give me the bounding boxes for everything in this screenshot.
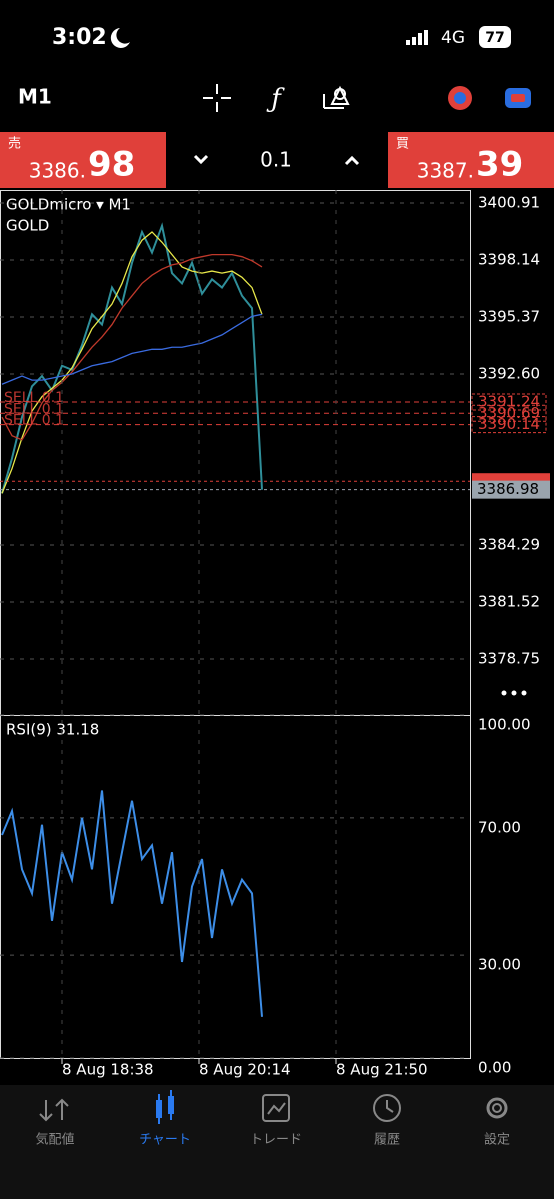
order-price: 3391.24 [478,392,540,410]
order-price-box [471,404,547,422]
buy-price-big: 39 [476,145,523,185]
buy-price: 3387. [417,159,474,183]
y-tick-label: 3398.14 [478,250,540,268]
series-line [1,222,263,494]
buy-label: 買 [396,137,409,152]
moon-icon [110,28,130,48]
y-tick-label: 3381.52 [478,593,540,611]
tab-label[interactable]: 気配値 [35,1132,74,1148]
order-price: 3390.69 [478,404,540,422]
battery-level: 77 [485,30,504,46]
y-tick-label: 3400.91 [478,193,540,211]
history-icon[interactable] [373,1094,401,1122]
pane-subtitle: GOLD [6,217,49,235]
lot-down[interactable] [193,154,209,165]
tab-label[interactable]: 履歴 [374,1133,400,1148]
series-line [1,313,263,385]
network: 4G [441,28,465,48]
ask-box [472,473,550,484]
tab-label[interactable]: トレード [250,1133,302,1148]
bid-price: 3386.98 [477,480,539,498]
x-tick-label: 8 Aug 18:38 [62,1061,154,1079]
order-price: 3390.14 [478,415,540,433]
tab-label[interactable]: 設定 [484,1132,510,1148]
x-tick-label: 8 Aug 21:50 [336,1061,428,1079]
sell-button[interactable] [0,132,166,188]
series-line [1,253,263,441]
objects-icon[interactable] [323,85,350,109]
tab-bar [0,1085,554,1199]
y-tick-label: 70.00 [478,818,521,836]
timeframe[interactable]: M1 [18,85,52,109]
clock: 3:02 [52,25,107,50]
sell-price: 3386. [29,159,86,183]
trade-tab-icon[interactable] [262,1094,290,1122]
series-line [1,790,263,1017]
indicator-icon[interactable]: ƒ [266,84,285,114]
y-tick-label: 0.00 [478,1059,511,1077]
battery-icon [479,26,511,48]
tab-label[interactable]: チャート [139,1133,191,1148]
order-price-box [471,416,547,434]
series-line [1,231,263,494]
chart-frame [0,190,471,1059]
order-price-box [471,393,547,411]
crosshair-icon[interactable] [203,84,231,112]
x-tick-label: 8 Aug 20:14 [199,1061,291,1079]
y-tick-label: 100.00 [478,716,531,734]
chart-icon[interactable] [156,1090,174,1124]
quotes-icon[interactable] [39,1098,69,1122]
y-tick-label: 3384.29 [478,536,540,554]
y-tick-label: 3395.37 [478,307,540,325]
bid-box [472,480,550,499]
lot[interactable]: 0.1 [260,148,292,172]
y-tick-label: 30.00 [478,956,521,974]
order-label: SELL 0.1 [4,413,64,429]
pane-title: GOLDmicro ▾ M1 [6,196,131,214]
order-label: SELL 0.1 [4,401,64,417]
buy-button[interactable] [388,132,554,188]
pane-title: RSI(9) 31.18 [6,721,99,739]
sell-label: 売 [8,136,21,152]
order-label: SELL 0.1 [4,390,64,406]
more-button[interactable] [501,690,527,696]
lot-up[interactable] [344,155,360,166]
settings-icon[interactable] [486,1097,508,1119]
sell-price-big: 98 [88,145,135,185]
y-tick-label: 3378.75 [478,650,540,668]
y-tick-label: 3392.60 [478,364,540,382]
signal-icon [406,30,428,45]
